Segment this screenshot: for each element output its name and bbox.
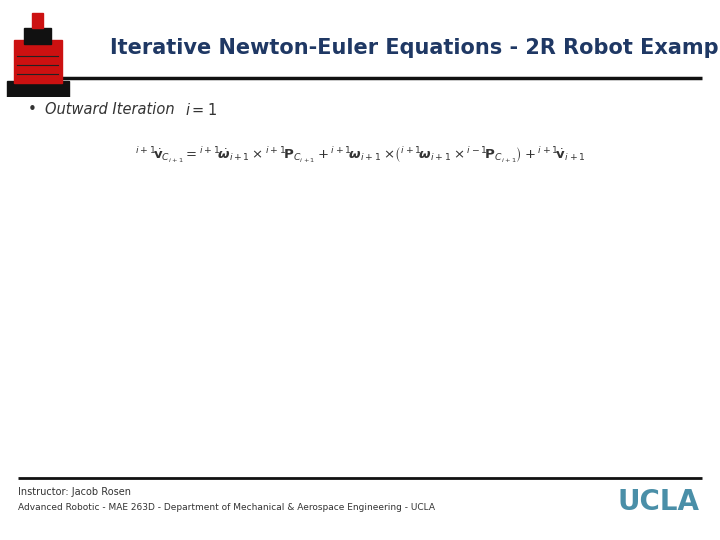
Text: Iterative Newton-Euler Equations - 2R Robot Example: Iterative Newton-Euler Equations - 2R Ro… xyxy=(110,38,720,58)
Polygon shape xyxy=(32,13,43,28)
Text: ${}^{i+1}\!\dot{\mathbf{v}}_{C_{i+1}}={}^{i+1}\!\dot{\boldsymbol{\omega}}_{i+1}\: ${}^{i+1}\!\dot{\mathbf{v}}_{C_{i+1}}={}… xyxy=(135,145,585,165)
Text: Instructor: Jacob Rosen: Instructor: Jacob Rosen xyxy=(18,487,131,497)
Text: UCLA: UCLA xyxy=(618,488,700,516)
Text: •: • xyxy=(28,103,37,118)
Polygon shape xyxy=(7,80,68,97)
Text: Outward Iteration: Outward Iteration xyxy=(45,103,175,118)
Polygon shape xyxy=(14,40,62,84)
Text: $i=1$: $i=1$ xyxy=(185,102,217,118)
Polygon shape xyxy=(24,28,52,44)
Text: Advanced Robotic - MAE 263D - Department of Mechanical & Aerospace Engineering -: Advanced Robotic - MAE 263D - Department… xyxy=(18,503,435,512)
